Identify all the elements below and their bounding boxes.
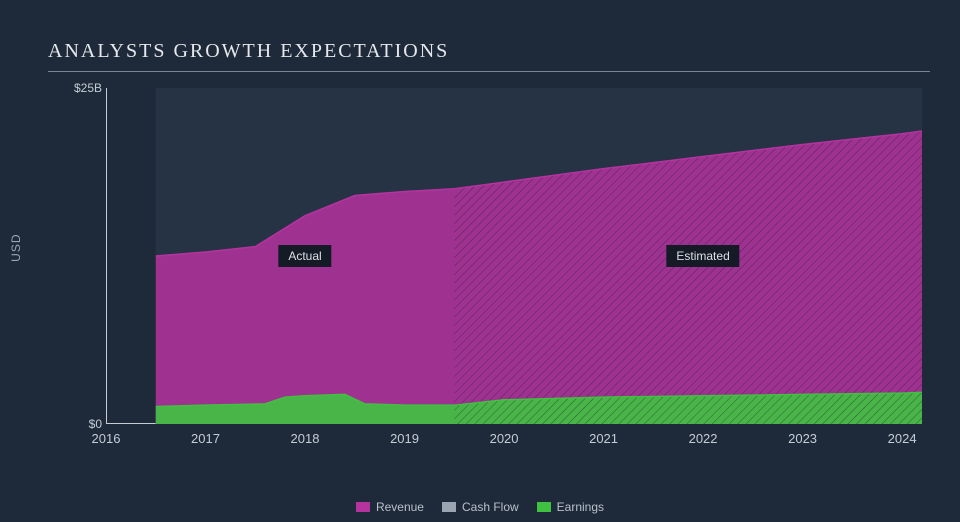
legend-swatch-revenue (356, 502, 370, 512)
chart-title: ANALYSTS GROWTH EXPECTATIONS (48, 40, 930, 63)
legend-label-revenue: Revenue (376, 500, 424, 514)
x-tick: 2022 (689, 431, 718, 446)
y-axis-label: USD (9, 233, 23, 261)
annotation-estimated: Estimated (666, 245, 739, 267)
legend-item-earnings: Earnings (537, 500, 604, 514)
y-tick-bottom: $0 (58, 417, 102, 431)
legend-item-revenue: Revenue (356, 500, 424, 514)
x-tick: 2019 (390, 431, 419, 446)
legend-swatch-cashflow (442, 502, 456, 512)
y-tick-top: $25B (58, 81, 102, 95)
x-tick: 2024 (888, 431, 917, 446)
chart-container: ANALYSTS GROWTH EXPECTATIONS USD $25B$02… (0, 0, 960, 522)
legend: Revenue Cash Flow Earnings (0, 500, 960, 514)
x-tick: 2017 (191, 431, 220, 446)
legend-label-cashflow: Cash Flow (462, 500, 519, 514)
legend-label-earnings: Earnings (557, 500, 604, 514)
annotation-actual: Actual (278, 245, 331, 267)
title-row: ANALYSTS GROWTH EXPECTATIONS (48, 40, 930, 72)
plot-region: $25B$02016201720182019202020212022202320… (106, 88, 922, 424)
x-tick: 2021 (589, 431, 618, 446)
x-tick: 2016 (92, 431, 121, 446)
chart-svg (106, 88, 922, 424)
legend-item-cashflow: Cash Flow (442, 500, 519, 514)
x-tick: 2018 (291, 431, 320, 446)
chart-area: USD $25B$0201620172018201920202021202220… (48, 84, 930, 454)
x-tick: 2023 (788, 431, 817, 446)
x-tick: 2020 (490, 431, 519, 446)
legend-swatch-earnings (537, 502, 551, 512)
